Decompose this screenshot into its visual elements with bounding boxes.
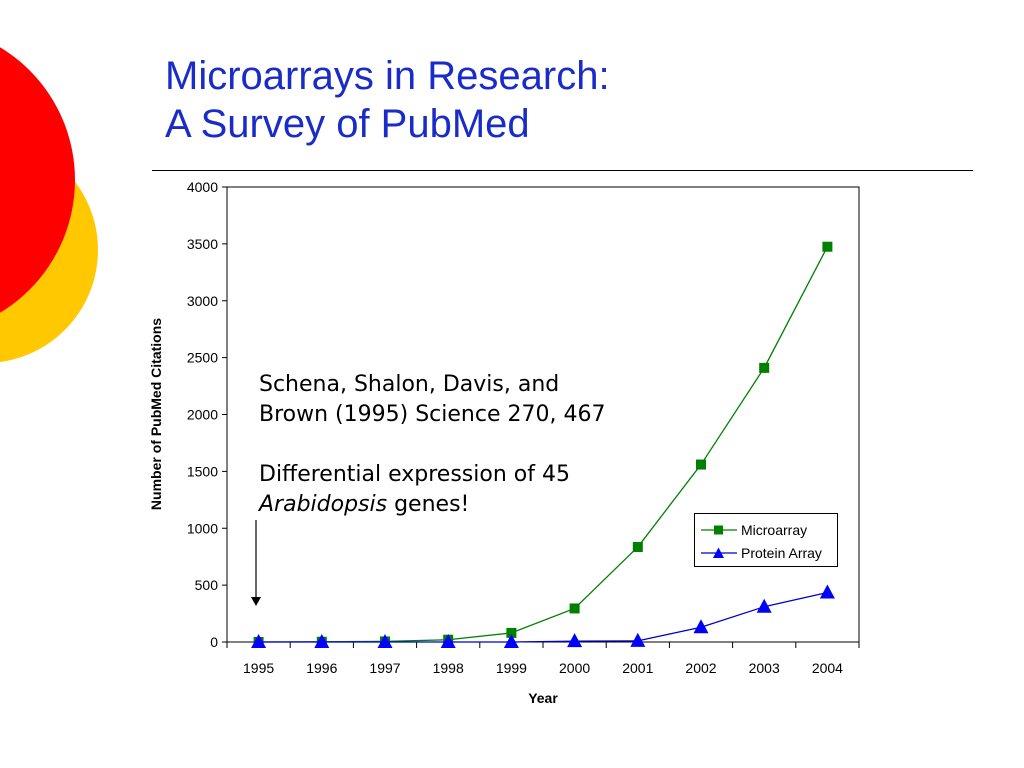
data-point-protein-array (377, 634, 393, 648)
y-axis-label: Number of PubMed Citations (148, 318, 164, 510)
data-point-protein-array (314, 634, 330, 648)
red-circle-decoration (0, 47, 75, 313)
x-tick-label: 2003 (749, 660, 780, 676)
x-tick-label: 2001 (622, 660, 653, 676)
slide-title: Microarrays in Research: A Survey of Pub… (165, 52, 610, 148)
y-tick-label: 2500 (187, 350, 218, 366)
y-tick-label: 500 (195, 577, 219, 593)
x-axis: 1995 1996 1997 1998 1999 2000 2001 2002 2003 2004 (226, 642, 860, 676)
species-name: Arabidopsis (259, 492, 388, 517)
y-axis: 0 500 1000 1500 2000 2500 3000 3500 4000 (187, 179, 227, 650)
y-tick-label: 4000 (187, 179, 218, 195)
x-axis-label: Year (528, 690, 558, 706)
annotation-arrow-head (251, 597, 261, 606)
annotation-line-4: Arabidopsis genes! (259, 490, 699, 520)
data-point-microarray (506, 627, 517, 638)
annotation-text: Schena, Shalon, Davis, and Brown (1995) … (259, 370, 699, 520)
x-tick-label: 1996 (306, 660, 337, 676)
slide-title-line-2: A Survey of PubMed (165, 102, 530, 146)
data-point-protein-array (756, 598, 772, 613)
x-tick-label: 1998 (433, 660, 464, 676)
y-tick-label: 3000 (187, 293, 218, 309)
data-point-microarray (759, 362, 770, 373)
legend-entry-microarray: Microarray (699, 518, 837, 541)
legend-key-microarray (701, 525, 737, 534)
x-tick-label: 2004 (812, 660, 843, 676)
y-tick-label: 3500 (187, 236, 218, 252)
data-point-microarray (696, 459, 706, 470)
annotation-line-4-suffix: genes! (387, 492, 470, 517)
y-tick-label: 1000 (187, 520, 218, 536)
data-point-protein-array (630, 632, 646, 647)
x-tick-label: 1999 (496, 660, 527, 676)
y-tick-label: 0 (210, 634, 218, 650)
legend-key-protein-array (701, 547, 737, 558)
series-layer (251, 241, 835, 648)
y-tick-label: 2000 (187, 407, 218, 423)
slide-decoration (0, 47, 98, 362)
y-tick-label: 1500 (187, 463, 218, 479)
data-point-protein-array (567, 633, 583, 648)
x-tick-label: 1997 (369, 660, 400, 676)
slide-title-line-1: Microarrays in Research: (165, 54, 610, 98)
title-divider (152, 170, 973, 171)
annotation-line-2: Brown (1995) Science 270, 467 (259, 402, 606, 427)
annotation-line-3: Differential expression of 45 (259, 462, 570, 487)
data-point-protein-array (503, 634, 519, 648)
legend-entry-protein-array: Protein Array (699, 541, 837, 564)
data-point-microarray (569, 603, 580, 614)
x-tick-label: 2002 (685, 660, 716, 676)
data-point-microarray (632, 542, 643, 553)
data-point-microarray (822, 241, 833, 252)
x-tick-label: 1995 (243, 660, 274, 676)
data-point-protein-array (819, 584, 835, 599)
data-point-protein-array (693, 619, 709, 634)
legend-label-protein-array: Protein Array (741, 544, 822, 561)
chart-legend: Microarray Protein Array (694, 513, 838, 567)
data-point-protein-array (440, 634, 456, 648)
series-line-protein-array (258, 591, 828, 643)
x-tick-label: 2000 (559, 660, 590, 676)
data-point-protein-array (251, 634, 267, 648)
legend-label-microarray: Microarray (741, 521, 808, 538)
annotation-line-1: Schena, Shalon, Davis, and (259, 372, 560, 397)
